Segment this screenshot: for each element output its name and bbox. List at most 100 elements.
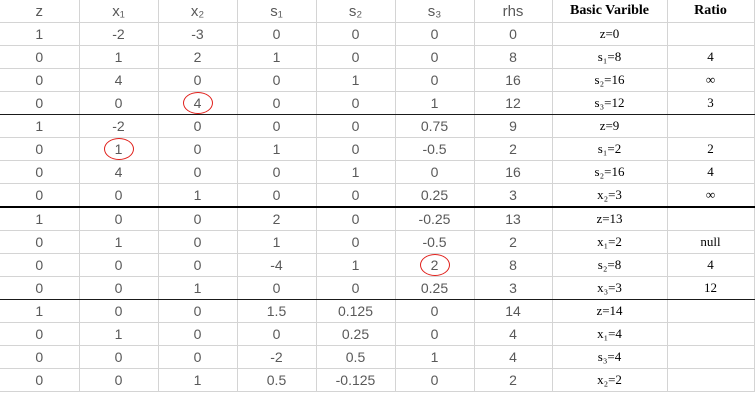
cell-x1: 0 [79,345,159,369]
cell-x1: 0 [79,368,159,392]
cell-s1: -2 [237,345,317,369]
header-s2: s₂ [316,0,396,23]
cell-x2: 0 [158,68,238,92]
cell-x1: 0 [79,276,159,300]
cell-ratio: ∞ [667,68,755,92]
cell-s3: 0.25 [395,183,475,208]
cell-x1: 4 [79,160,159,184]
cell-s3: 0.25 [395,276,475,300]
cell-z: 1 [0,207,80,231]
cell-s2: 0 [316,207,396,231]
table-row: 0 0 0 -2 0.5 1 4 s₃=4 [0,345,755,369]
cell-rhs: 0 [474,22,553,46]
header-s1: s₁ [237,0,317,23]
cell-s1: 1 [237,137,317,161]
cell-s3: 0 [395,45,475,69]
table-row: 0 0 1 0 0 0.25 3 x₃=3 12 [0,276,755,300]
header-row: z x₁ x₂ s₁ s₂ s₃ rhs Basic Varible Ratio [0,0,755,23]
table-row: 1 0 0 1.5 0.125 0 14 z=14 [0,299,755,323]
cell-s3: 0 [395,160,475,184]
cell-rhs: 13 [474,207,553,231]
cell-basic-variable: x₁=2 [552,230,668,254]
cell-s2: 1 [316,160,396,184]
cell-z: 0 [0,253,80,277]
cell-ratio [667,207,755,231]
cell-z: 0 [0,368,80,392]
cell-basic-variable: s₁=2 [552,137,668,161]
cell-x2: 2 [158,45,238,69]
cell-ratio: 12 [667,276,755,300]
cell-s1: 1.5 [237,299,317,323]
cell-z: 0 [0,230,80,254]
table-row: 0 1 0 0 0.25 0 4 x₁=4 [0,322,755,346]
cell-ratio: 2 [667,137,755,161]
cell-s1: 1 [237,230,317,254]
cell-s3: 0 [395,68,475,92]
table-row: 0 4 0 0 1 0 16 s₂=16 4 [0,160,755,184]
cell-rhs: 2 [474,137,553,161]
cell-x2: 0 [158,160,238,184]
cell-s2: 0 [316,22,396,46]
cell-s1: 0 [237,114,317,138]
cell-s1: 1 [237,45,317,69]
cell-s2: 1 [316,68,396,92]
cell-x2: 0 [158,230,238,254]
cell-x1: 0 [79,299,159,323]
cell-basic-variable: z=9 [552,114,668,138]
pivot-element: 2 [419,254,450,276]
cell-s1: 0 [237,22,317,46]
cell-ratio: ∞ [667,183,755,208]
cell-s1: 2 [237,207,317,231]
cell-rhs: 9 [474,114,553,138]
cell-rhs: 8 [474,253,553,277]
cell-ratio: 4 [667,160,755,184]
cell-x1: 0 [79,183,159,208]
cell-ratio [667,114,755,138]
cell-x2: 1 [158,368,238,392]
cell-s1: -4 [237,253,317,277]
cell-x2: 0 [158,299,238,323]
cell-rhs: 16 [474,160,553,184]
cell-rhs: 16 [474,68,553,92]
cell-z: 0 [0,137,80,161]
cell-x1: 1 [79,230,159,254]
header-basic-variable: Basic Varible [552,0,668,23]
cell-ratio [667,345,755,369]
table-row: 0 1 2 1 0 0 8 s₁=8 4 [0,45,755,69]
cell-rhs: 3 [474,276,553,300]
cell-basic-variable: x₂=3 [552,183,668,208]
cell-x1: 0 [79,91,159,115]
cell-z: 0 [0,91,80,115]
cell-rhs: 3 [474,183,553,208]
cell-z: 1 [0,22,80,46]
cell-x1: 1 [79,45,159,69]
cell-s2: -0.125 [316,368,396,392]
table-row: 1 -2 0 0 0 0.75 9 z=9 [0,114,755,138]
cell-ratio: 3 [667,91,755,115]
cell-x1: 1 [79,137,159,161]
cell-x2: 1 [158,183,238,208]
cell-basic-variable: z=14 [552,299,668,323]
cell-s2: 1 [316,253,396,277]
cell-s1: 0 [237,322,317,346]
cell-ratio: 4 [667,253,755,277]
cell-x2: 4 [158,91,238,115]
cell-s2: 0 [316,114,396,138]
cell-s3: 2 [395,253,475,277]
cell-basic-variable: z=13 [552,207,668,231]
cell-rhs: 8 [474,45,553,69]
header-rhs: rhs [474,0,553,23]
cell-x2: 0 [158,207,238,231]
cell-s3: 0 [395,322,475,346]
cell-ratio [667,299,755,323]
cell-s1: 0 [237,91,317,115]
cell-s2: 0 [316,276,396,300]
cell-basic-variable: x₁=4 [552,322,668,346]
cell-basic-variable: s₃=4 [552,345,668,369]
cell-ratio [667,22,755,46]
header-x1: x₁ [79,0,159,23]
cell-ratio: null [667,230,755,254]
pivot-element: 1 [103,138,134,160]
header-x2: x₂ [158,0,238,23]
cell-z: 0 [0,45,80,69]
